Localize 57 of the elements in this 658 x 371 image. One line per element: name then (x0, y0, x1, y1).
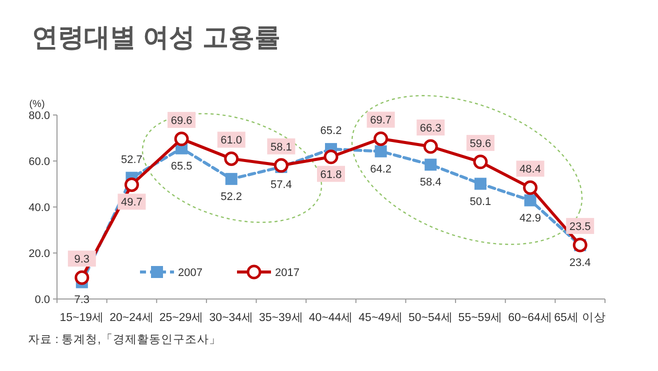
data-label: 57.4 (270, 178, 292, 191)
x-tick-label: 65세 이상 (554, 312, 606, 324)
data-label: 52.2 (220, 190, 242, 203)
x-tick-label: 20~24세 (110, 312, 154, 324)
data-label: 65.5 (170, 160, 192, 172)
y-tick-label: 40.0 (28, 202, 50, 214)
chart-title: 연령대별 여성 고용률 (32, 22, 280, 52)
x-tick-label: 30~34세 (209, 312, 254, 324)
point (174, 132, 189, 146)
y-tick-label: 80.0 (28, 110, 50, 122)
legend-label: 2007 (178, 267, 202, 279)
data-label: 9.3 (74, 254, 90, 266)
point (374, 131, 388, 146)
point (324, 150, 338, 164)
data-label: 49.7 (121, 196, 142, 209)
point (374, 145, 387, 158)
point (424, 158, 437, 171)
data-label: 42.9 (520, 212, 541, 224)
data-label: 58.1 (270, 141, 292, 154)
point (524, 194, 536, 206)
x-tick-label: 45~49세 (358, 312, 403, 324)
point (523, 180, 538, 195)
x-tick-label: 55~59세 (458, 312, 503, 324)
x-tick-label: 15~19세 (60, 312, 104, 324)
data-label: 65.2 (320, 125, 342, 138)
data-label: 64.2 (370, 163, 392, 176)
point (473, 154, 488, 170)
data-label: 7.3 (74, 294, 90, 306)
data-label: 66.3 (420, 122, 442, 135)
x-tick-label: 25~29세 (159, 312, 204, 324)
data-label: 52.7 (121, 154, 142, 166)
data-label: 48.4 (520, 164, 541, 176)
data-label: 58.4 (420, 176, 442, 189)
data-label: 50.1 (470, 196, 492, 208)
point (74, 270, 90, 285)
data-label: 23.4 (569, 257, 591, 270)
y-tick-label: 0.0 (34, 294, 50, 306)
y-axis-title: (%) (29, 99, 45, 110)
point (124, 177, 139, 192)
y-tick-label: 60.0 (28, 156, 50, 168)
data-label: 61.8 (320, 168, 342, 181)
x-tick-label: 50~54세 (408, 312, 453, 324)
data-label: 59.6 (470, 138, 492, 150)
point (224, 151, 239, 166)
x-tick-label: 35~39세 (259, 312, 304, 324)
point (474, 178, 486, 190)
point (423, 139, 438, 154)
data-label: 69.7 (370, 114, 392, 127)
text: 자료 : 통계청,「경제활동인구조사」 (28, 333, 221, 346)
x-tick-label: 40~44세 (308, 312, 354, 324)
x-tick-label: 60~64세 (508, 312, 552, 324)
data-label: 23.5 (569, 220, 591, 233)
legend-label: 2017 (275, 267, 300, 279)
point (225, 172, 238, 185)
data-label: 61.0 (220, 134, 242, 147)
y-tick-label: 20.0 (28, 248, 50, 260)
data-label: 69.6 (170, 114, 192, 127)
